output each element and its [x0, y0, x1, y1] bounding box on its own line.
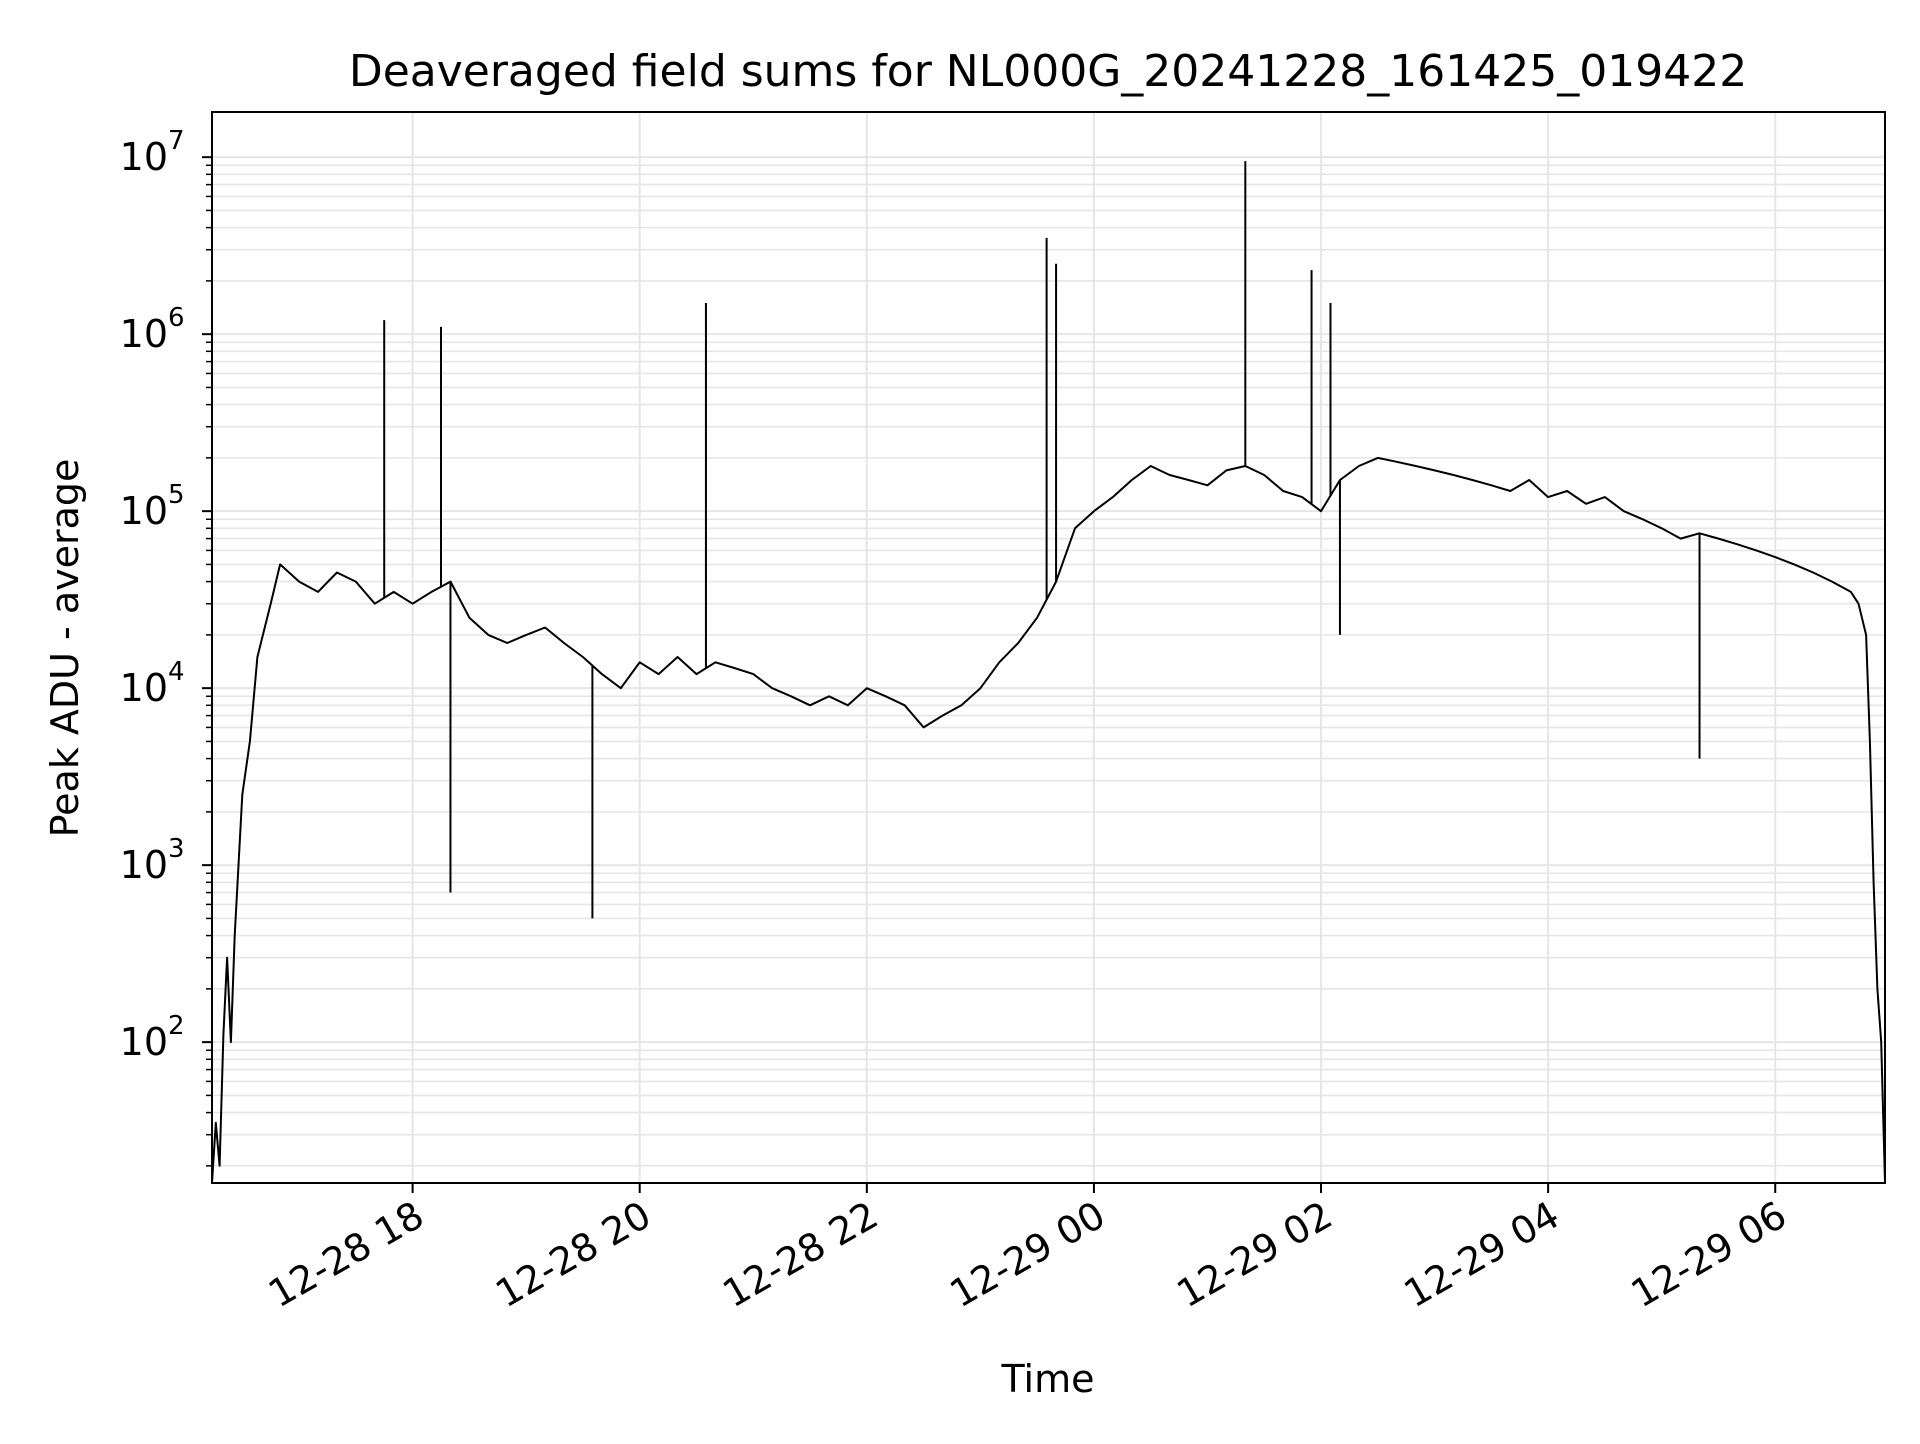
y-tick-label: 10 — [120, 1020, 168, 1064]
y-tick-label: 10 — [120, 135, 168, 179]
y-tick-exponent: 6 — [168, 303, 185, 333]
y-tick-label: 10 — [120, 489, 168, 533]
y-tick-label: 10 — [120, 843, 168, 887]
y-tick-exponent: 7 — [168, 126, 185, 156]
y-tick-base: 10 — [120, 666, 168, 710]
plot-frame — [211, 111, 1886, 1184]
data-layer — [211, 161, 1886, 1184]
y-tick-base: 10 — [120, 1020, 168, 1064]
y-tick-label: 10 — [120, 312, 168, 356]
y-tick-base: 10 — [120, 135, 168, 179]
y-tick-exponent: 3 — [168, 834, 185, 864]
y-tick-exponent: 4 — [168, 657, 185, 687]
grid-lines — [212, 112, 1885, 1183]
y-axis-label: Peak ADU - average — [43, 459, 87, 838]
y-tick-base: 10 — [120, 489, 168, 533]
y-tick-exponent: 5 — [168, 480, 185, 510]
x-axis-label: Time — [1001, 1357, 1095, 1401]
y-tick-label: 10 — [120, 666, 168, 710]
series-line — [211, 456, 1886, 1184]
y-tick-exponent: 2 — [168, 1011, 185, 1041]
y-tick-base: 10 — [120, 312, 168, 356]
y-tick-base: 10 — [120, 843, 168, 887]
chart-title: Deaveraged field sums for NL000G_2024122… — [349, 46, 1747, 97]
